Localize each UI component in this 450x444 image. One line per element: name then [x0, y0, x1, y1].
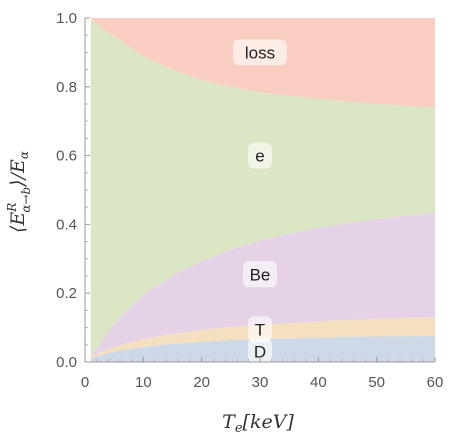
x-tick-label: 30: [252, 374, 269, 391]
region-label-box: [233, 39, 287, 66]
region-label-box: [248, 338, 272, 365]
y-tick-label: 0.4: [56, 216, 77, 233]
x-tick-label: 60: [427, 374, 444, 391]
region-label-D: D: [254, 343, 266, 362]
region-label-box: [248, 142, 272, 169]
region-label-Be: Be: [250, 265, 271, 284]
y-tick-label: 0.2: [56, 285, 77, 302]
region-label-layer: loss e Be TD: [233, 39, 287, 365]
x-tick-label: 50: [368, 374, 385, 391]
region-label-e: e: [255, 147, 264, 166]
y-tick-label: 0.6: [56, 148, 77, 165]
region-label-box: [248, 316, 272, 343]
region-label-T: T: [255, 320, 265, 339]
y-tick-label: 0.8: [56, 79, 77, 96]
x-tick-label: 20: [193, 374, 210, 391]
area-e: [90, 18, 435, 358]
area-layer: [90, 18, 435, 362]
x-tick-label: 10: [135, 374, 152, 391]
y-ticks: 0.0 0.2 0.4 0.6 0.8 1.0: [56, 10, 90, 371]
x-tick-label: 40: [310, 374, 327, 391]
x-tick-label: 0: [81, 374, 89, 391]
region-label-box: [243, 261, 277, 288]
y-axis-title: ⟨ERα→b⟩/Eα: [5, 151, 33, 233]
axes: 0 10 20 30 40 50 60 0.0 0.2 0.4 0.6 0.8 1.0: [56, 10, 443, 391]
y-tick-label: 0.0: [56, 354, 77, 371]
region-label-loss: loss: [245, 43, 275, 62]
x-axis-title: Te[keV]: [222, 411, 294, 436]
x-ticks: 0 10 20 30 40 50 60: [81, 357, 444, 391]
y-tick-label: 1.0: [56, 10, 77, 27]
